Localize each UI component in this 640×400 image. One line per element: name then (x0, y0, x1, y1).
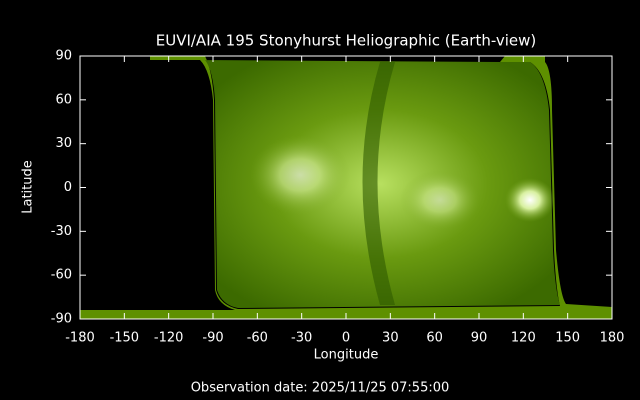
x-tick-label: 120 (511, 331, 536, 346)
solar-map (80, 56, 612, 319)
x-tick-label: -150 (110, 331, 140, 346)
y-axis-label: Latitude (21, 160, 36, 214)
x-tick-label: -30 (291, 331, 312, 346)
y-tick-label: -30 (51, 224, 72, 239)
x-tick-label: -60 (247, 331, 268, 346)
y-tick-label: 30 (55, 136, 72, 151)
x-axis-label: Longitude (314, 348, 379, 363)
y-tick-label: 90 (55, 49, 72, 64)
x-tick-label: -180 (65, 331, 95, 346)
y-tick-label: -90 (51, 312, 72, 327)
y-tick-label: 60 (55, 92, 72, 107)
y-tick-label: -60 (51, 268, 72, 283)
x-tick-label: 180 (600, 331, 625, 346)
x-tick-label: -120 (154, 331, 184, 346)
x-tick-label: 90 (471, 331, 488, 346)
x-tick-label: 150 (555, 331, 580, 346)
y-tick-label: 0 (64, 180, 72, 195)
x-tick-label: 30 (382, 331, 399, 346)
x-tick-label: 60 (426, 331, 443, 346)
footer: Observation date: 2025/11/25 07:55:00 (191, 381, 450, 396)
x-tick-label: 0 (342, 331, 350, 346)
x-tick-label: -90 (202, 331, 223, 346)
chart-title: EUVI/AIA 195 Stonyhurst Heliographic (Ea… (156, 32, 537, 50)
